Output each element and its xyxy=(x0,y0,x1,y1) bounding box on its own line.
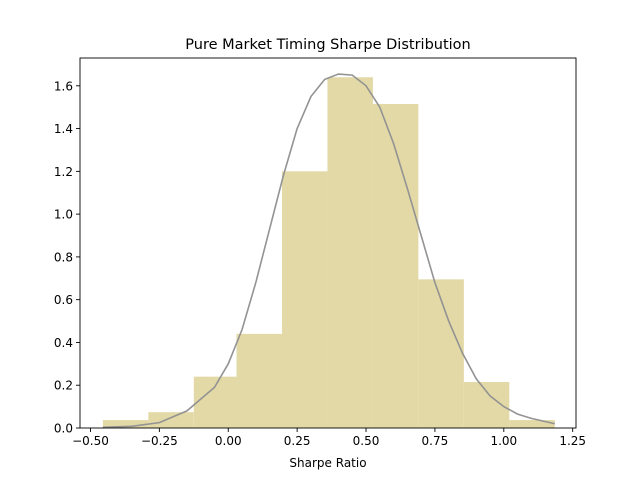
y-axis-ticks: 0.0 0.2 0.4 0.6 0.8 1.0 1.2 1.4 1.6 xyxy=(54,79,80,436)
x-tick-label: 0.50 xyxy=(353,434,380,448)
histogram-bar xyxy=(148,412,194,428)
y-tick-label: 0.4 xyxy=(54,336,73,350)
x-tick-label: 0.75 xyxy=(422,434,449,448)
x-tick-label: −0.50 xyxy=(72,434,109,448)
kde-curve xyxy=(102,73,555,429)
x-tick-label: 1.25 xyxy=(559,434,586,448)
histogram-bar xyxy=(509,420,555,428)
histogram-bar xyxy=(236,333,282,428)
y-tick-label: 1.2 xyxy=(54,165,73,179)
histogram-bar xyxy=(372,103,419,428)
histogram-bar xyxy=(281,171,328,428)
y-tick-label: 1.0 xyxy=(54,208,73,222)
histogram-bars xyxy=(102,77,555,428)
y-tick-label: 1.4 xyxy=(54,122,73,136)
x-tick-label: 1.00 xyxy=(490,434,517,448)
histogram-bar xyxy=(327,77,373,428)
y-tick-label: 0.0 xyxy=(54,422,73,436)
y-tick-label: 1.6 xyxy=(54,79,73,93)
histogram-bar xyxy=(193,376,237,428)
y-tick-label: 0.6 xyxy=(54,293,73,307)
x-axis-label: Sharpe Ratio xyxy=(289,456,366,470)
y-tick-label: 0.2 xyxy=(54,379,73,393)
histogram-bar xyxy=(418,279,464,428)
x-tick-label: −0.25 xyxy=(141,434,178,448)
histogram-bar xyxy=(102,420,149,428)
x-axis-ticks: −0.50 −0.25 0.00 0.25 0.50 0.75 1.00 1.25 xyxy=(72,428,586,448)
x-tick-label: 0.00 xyxy=(215,434,242,448)
chart-title: Pure Market Timing Sharpe Distribution xyxy=(185,37,470,53)
y-tick-label: 0.8 xyxy=(54,250,73,264)
plot-area-frame xyxy=(79,57,577,429)
x-tick-label: 0.25 xyxy=(284,434,311,448)
